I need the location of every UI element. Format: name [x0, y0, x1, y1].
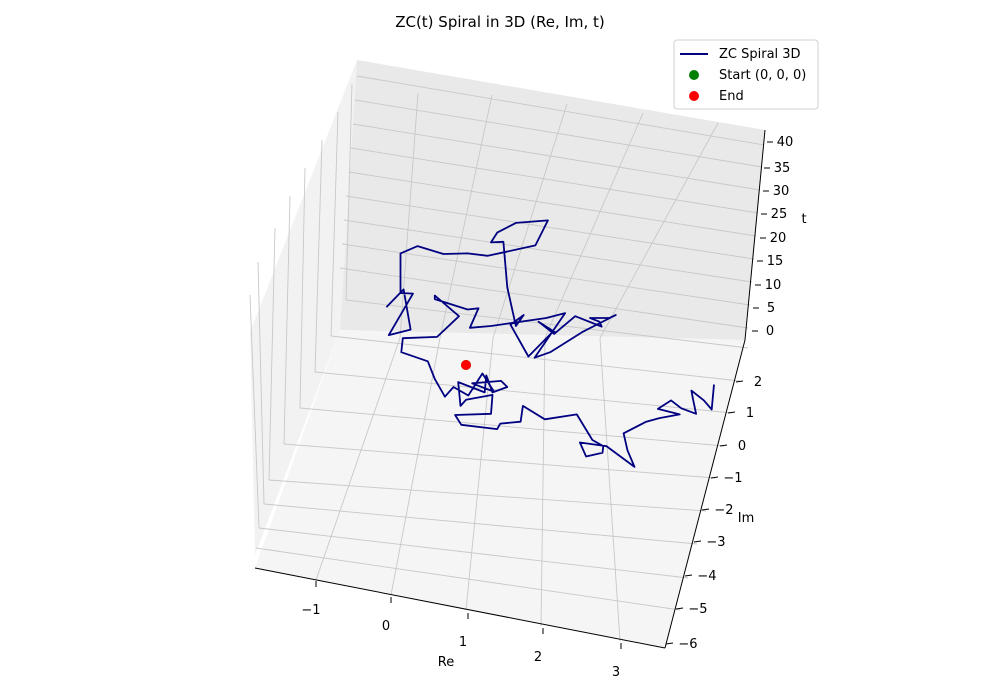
z-tick-label: 15: [767, 254, 784, 269]
legend-end-swatch: [689, 91, 699, 101]
z-tick-label: 0: [766, 324, 774, 339]
z-tick-label: 30: [773, 184, 790, 199]
legend-box: [673, 39, 819, 110]
y-tick-label: −6: [678, 637, 697, 652]
z-tick-label: 35: [774, 161, 791, 176]
back-pane-left: [250, 60, 357, 555]
z-tick-label: 40: [777, 135, 794, 150]
legend-label-start: Start (0, 0, 0): [719, 68, 806, 83]
y-tick-label: −5: [688, 602, 707, 617]
y-tick-mark: [665, 642, 674, 645]
y-tick-label: −2: [714, 503, 733, 518]
y-tick-mark: [710, 476, 719, 479]
legend-label-end: End: [719, 89, 744, 104]
x-axis-label: Re: [438, 655, 454, 670]
z-tick-label: 5: [767, 301, 775, 316]
y-tick-mark: [727, 411, 736, 414]
legend-label-series: ZC Spiral 3D: [719, 47, 801, 62]
z-tick-label: 10: [765, 278, 782, 293]
y-tick-mark: [693, 540, 702, 543]
z-tick-label: 20: [770, 231, 787, 246]
y-tick-mark: [719, 444, 728, 447]
legend: ZC Spiral 3D Start (0, 0, 0) End: [673, 39, 819, 110]
axis-lines: [254, 129, 766, 649]
chart-title: ZC(t) Spiral in 3D (Re, Im, t): [395, 13, 605, 31]
y-tick-label: −3: [706, 535, 725, 550]
z-axis-label: t: [801, 212, 806, 227]
y-tick-label: 2: [754, 375, 762, 390]
x-axis-ticks: −1 0 1 2 3: [301, 581, 622, 680]
y-tick-label: −4: [697, 569, 716, 584]
series-line: [385, 219, 715, 468]
y-tick-label: −1: [723, 471, 742, 486]
x-tick-label: 1: [459, 635, 467, 650]
y-tick-mark: [701, 508, 710, 511]
legend-start-swatch: [689, 70, 699, 80]
end-marker: [461, 360, 471, 370]
y-axis-ticks: 2 1 0 −1 −2 −3 −4 −5 −6: [665, 375, 762, 652]
x-tick-label: −1: [301, 603, 320, 618]
y-tick-mark: [684, 574, 693, 577]
y-tick-mark: [675, 607, 684, 610]
marker-layer: [461, 360, 471, 370]
x-tick-label: 3: [612, 665, 620, 680]
z-axis-ticks: 40 35 30 25 20 15 10 5 0: [752, 135, 793, 339]
y-tick-mark: [735, 380, 744, 383]
z-tick-label: 25: [771, 207, 788, 222]
y-tick-label: 0: [738, 439, 746, 454]
y-axis-label: Im: [738, 511, 755, 526]
series-layer: [385, 219, 715, 468]
grid-lines: [249, 75, 765, 642]
x-tick-label: 2: [534, 650, 542, 665]
floor-pane: [255, 330, 745, 648]
x-tick-label: 0: [382, 619, 390, 634]
back-pane-right: [340, 60, 765, 340]
y-tick-label: 1: [746, 406, 754, 421]
